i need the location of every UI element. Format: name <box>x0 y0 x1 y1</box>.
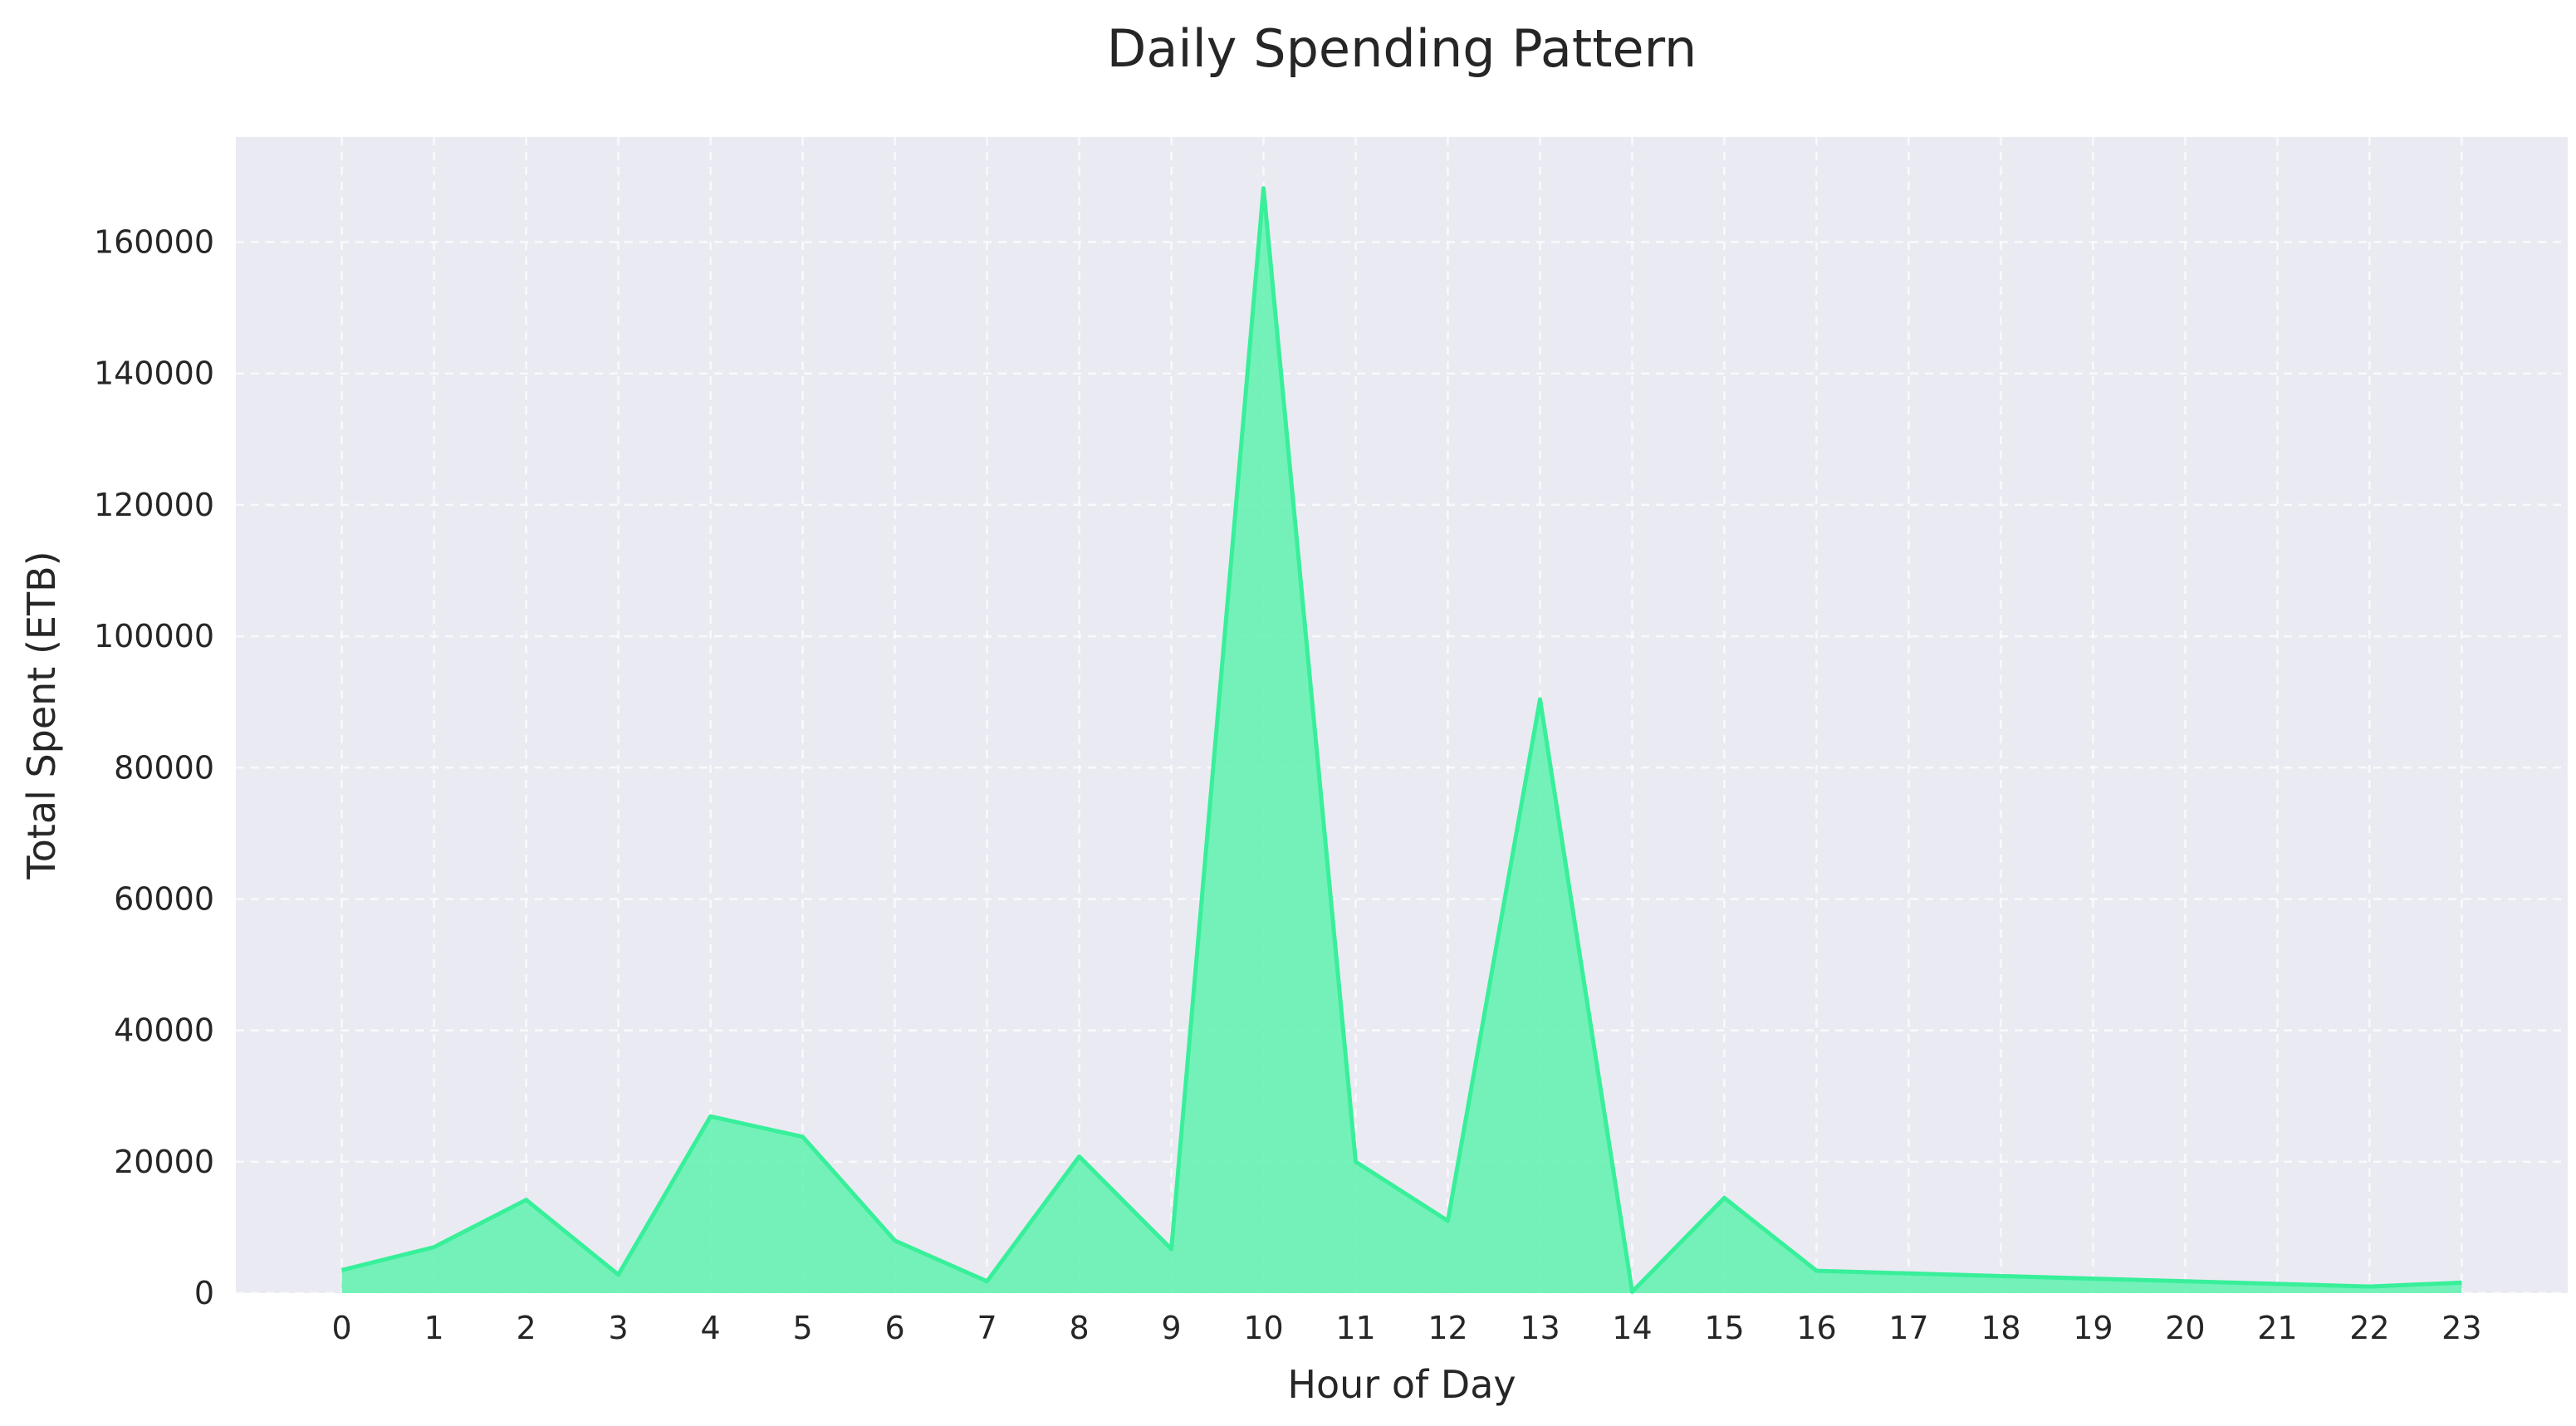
x-tick-label: 16 <box>1796 1310 1836 1346</box>
y-tick-label: 0 <box>194 1275 214 1311</box>
x-tick-label: 4 <box>700 1310 720 1346</box>
x-tick-label: 21 <box>2257 1310 2297 1346</box>
x-tick-label: 2 <box>517 1310 536 1346</box>
x-tick-label: 0 <box>332 1310 352 1346</box>
x-tick-label: 14 <box>1612 1310 1652 1346</box>
x-tick-label: 19 <box>2073 1310 2113 1346</box>
x-tick-label: 1 <box>424 1310 444 1346</box>
y-tick-label: 40000 <box>114 1012 214 1049</box>
x-tick-label: 9 <box>1161 1310 1181 1346</box>
x-tick-label: 3 <box>609 1310 629 1346</box>
y-tick-label: 140000 <box>94 355 214 392</box>
x-tick-label: 10 <box>1243 1310 1283 1346</box>
x-tick-label: 5 <box>792 1310 812 1346</box>
x-tick-label: 20 <box>2165 1310 2205 1346</box>
x-tick-label: 13 <box>1520 1310 1560 1346</box>
x-tick-label: 22 <box>2349 1310 2389 1346</box>
y-ticks: 0 20000 40000 60000 80000 100000 120000 140000 1… <box>94 224 214 1311</box>
x-ticks: 0 1 2 3 4 5 6 7 8 9 10 11 12 13 14 15 16 17 18 19 20 21 22 23 <box>332 1310 2482 1346</box>
y-tick-label: 60000 <box>114 880 214 917</box>
x-tick-label: 7 <box>977 1310 997 1346</box>
spending-line <box>341 186 2462 1294</box>
y-tick-label: 120000 <box>94 487 214 523</box>
x-tick-label: 8 <box>1069 1310 1089 1346</box>
plot-background <box>236 137 2568 1293</box>
chart-title: Daily Spending Pattern <box>1107 18 1697 79</box>
x-tick-label: 23 <box>2441 1310 2481 1346</box>
x-tick-label: 18 <box>1981 1310 2020 1346</box>
y-tick-label: 160000 <box>94 224 214 261</box>
y-tick-label: 80000 <box>114 749 214 786</box>
x-axis-label: Hour of Day <box>1287 1362 1516 1407</box>
y-tick-label: 100000 <box>94 618 214 654</box>
x-tick-label: 12 <box>1428 1310 1467 1346</box>
x-tick-label: 11 <box>1335 1310 1375 1346</box>
x-tick-label: 6 <box>884 1310 904 1346</box>
x-tick-label: 17 <box>1888 1310 1928 1346</box>
y-axis-label: Total Spent (ETB) <box>19 551 64 880</box>
y-tick-label: 20000 <box>114 1144 214 1180</box>
x-tick-label: 15 <box>1704 1310 1744 1346</box>
